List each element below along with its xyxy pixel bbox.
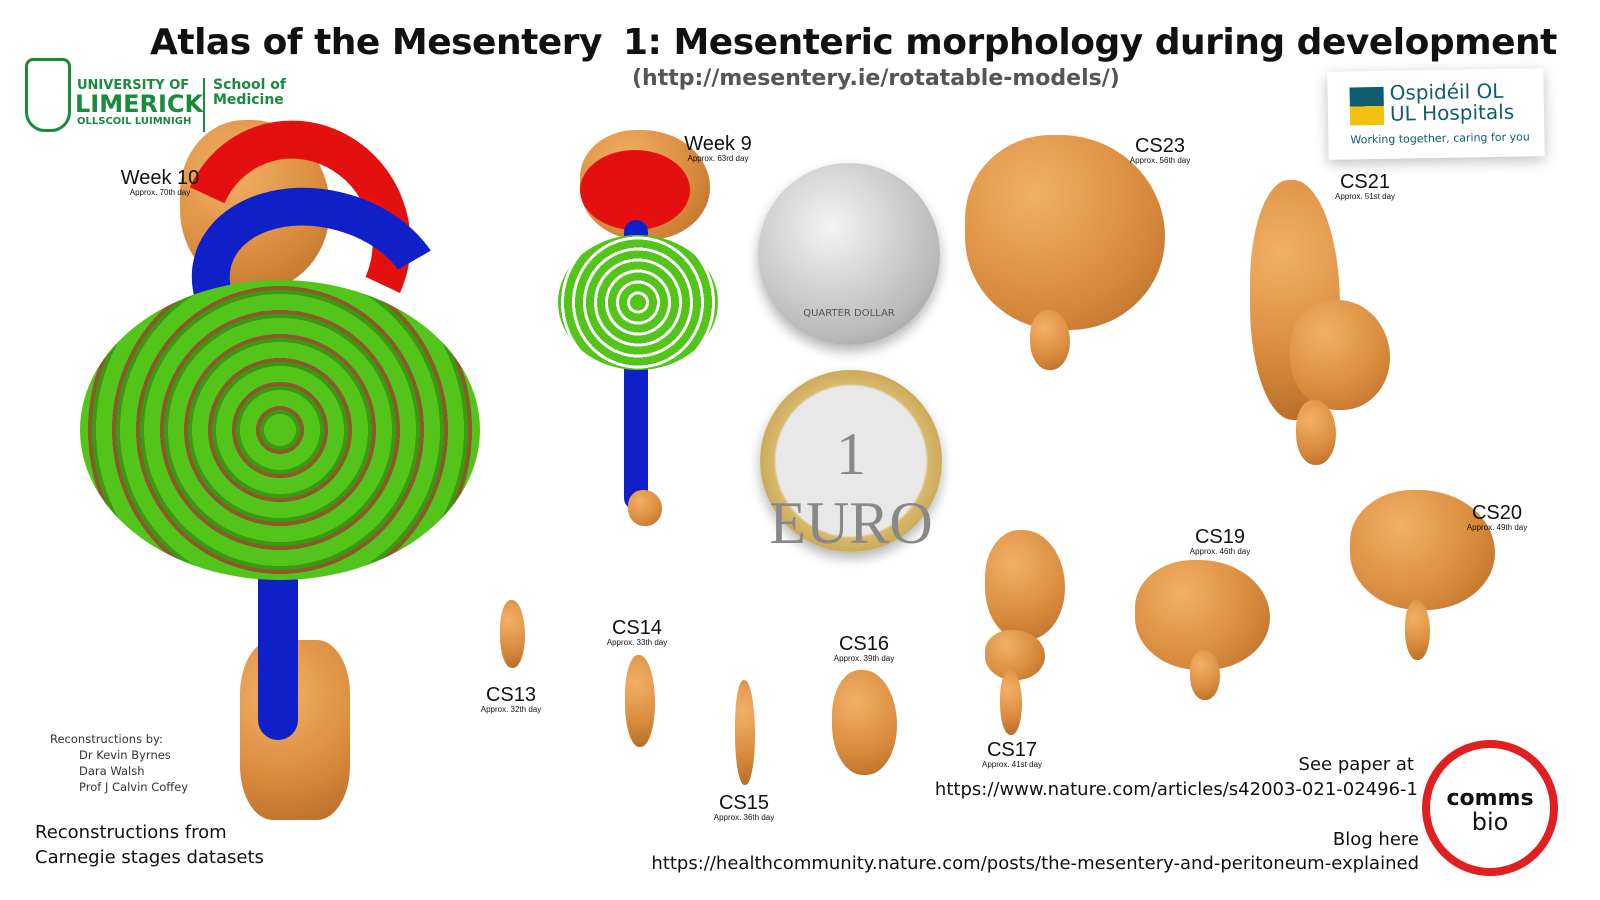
hospital-tagline: Working together, caring for you <box>1350 130 1530 147</box>
cs14-model <box>625 655 655 747</box>
ul-line1: UNIVERSITY OF <box>77 78 190 93</box>
left-title: Atlas of the Mesentery <box>150 22 602 63</box>
cs17-lobe <box>985 630 1045 680</box>
ul-logo: UNIVERSITY OF LIMERICK OLLSCOIL LUIMNIGH… <box>25 58 295 134</box>
cs19-stalk <box>1190 650 1220 700</box>
models-url[interactable]: (http://mesentery.ie/rotatable-models/) <box>632 66 1120 91</box>
hospital-name: Ospidéil OL UL Hospitals <box>1389 78 1515 126</box>
cs17-stalk <box>1000 670 1022 735</box>
cs20-model <box>1350 490 1495 610</box>
label-cs17: CS17 Approx. 41st day <box>981 739 1043 769</box>
credits: Reconstructions by: Dr Kevin Byrnes Dara… <box>50 731 188 795</box>
credit-name: Prof J Calvin Coffey <box>79 780 189 794</box>
cs15-model <box>735 680 755 785</box>
hospital-emblem-icon <box>1349 86 1385 126</box>
paper-label: See paper at <box>1298 754 1414 775</box>
label-cs15: CS15 Approx. 36th day <box>713 792 775 822</box>
credits-heading: Reconstructions by: <box>50 732 163 746</box>
ul-line2: LIMERICK <box>75 90 204 118</box>
euro-coin: 1 EURO <box>760 370 942 556</box>
comms-text: comms <box>1446 786 1534 811</box>
blog-link[interactable]: https://healthcommunity.nature.com/posts… <box>651 853 1419 874</box>
hospital-logo: Ospidéil OL UL Hospitals Working together… <box>1327 68 1545 160</box>
right-title: 1: Mesenteric morphology during developm… <box>623 22 1557 63</box>
label-cs13: CS13 Approx. 32th day <box>480 684 542 714</box>
cs21-stalk <box>1296 400 1336 465</box>
ul-divider <box>203 78 205 132</box>
datasets-note: Reconstructions from Carnegie stages dat… <box>35 822 264 868</box>
cs13-model <box>500 600 525 668</box>
cs23-model <box>965 135 1165 330</box>
cs23-stalk <box>1030 310 1070 370</box>
credit-name: Dara Walsh <box>79 764 145 778</box>
paper-link[interactable]: https://www.nature.com/articles/s42003-0… <box>934 779 1418 800</box>
label-cs20: CS20 Approx. 49th day <box>1466 502 1528 532</box>
credit-name: Dr Kevin Byrnes <box>79 748 171 762</box>
ul-crest-icon <box>25 58 71 132</box>
cs16-model <box>832 670 897 775</box>
comms-bio-logo: comms bio <box>1422 740 1558 876</box>
label-cs16: CS16 Approx. 39th day <box>833 633 895 663</box>
quarter-coin: QUARTER DOLLAR <box>758 163 940 345</box>
ul-school: School of Medicine <box>213 77 286 109</box>
label-cs21: CS21 Approx. 51st day <box>1334 171 1396 201</box>
label-week9: Week 9 Approx. 63rd day <box>684 133 752 163</box>
blog-label: Blog here <box>1332 829 1419 850</box>
quarter-text: QUARTER DOLLAR <box>803 308 895 319</box>
label-cs14: CS14 Approx. 33th day <box>606 617 668 647</box>
label-cs23: CS23 Approx. 56th day <box>1129 135 1191 165</box>
cs17-model <box>985 530 1065 640</box>
cs21-lobe <box>1290 300 1390 410</box>
label-cs19: CS19 Approx. 46th day <box>1189 526 1251 556</box>
ul-line3: OLLSCOIL LUIMNIGH <box>77 116 192 127</box>
label-week10: Week 10 Approx. 70th day <box>120 167 200 197</box>
cs20-stalk <box>1405 600 1430 660</box>
euro-text: 1 EURO <box>769 421 933 556</box>
bio-text: bio <box>1471 808 1509 836</box>
